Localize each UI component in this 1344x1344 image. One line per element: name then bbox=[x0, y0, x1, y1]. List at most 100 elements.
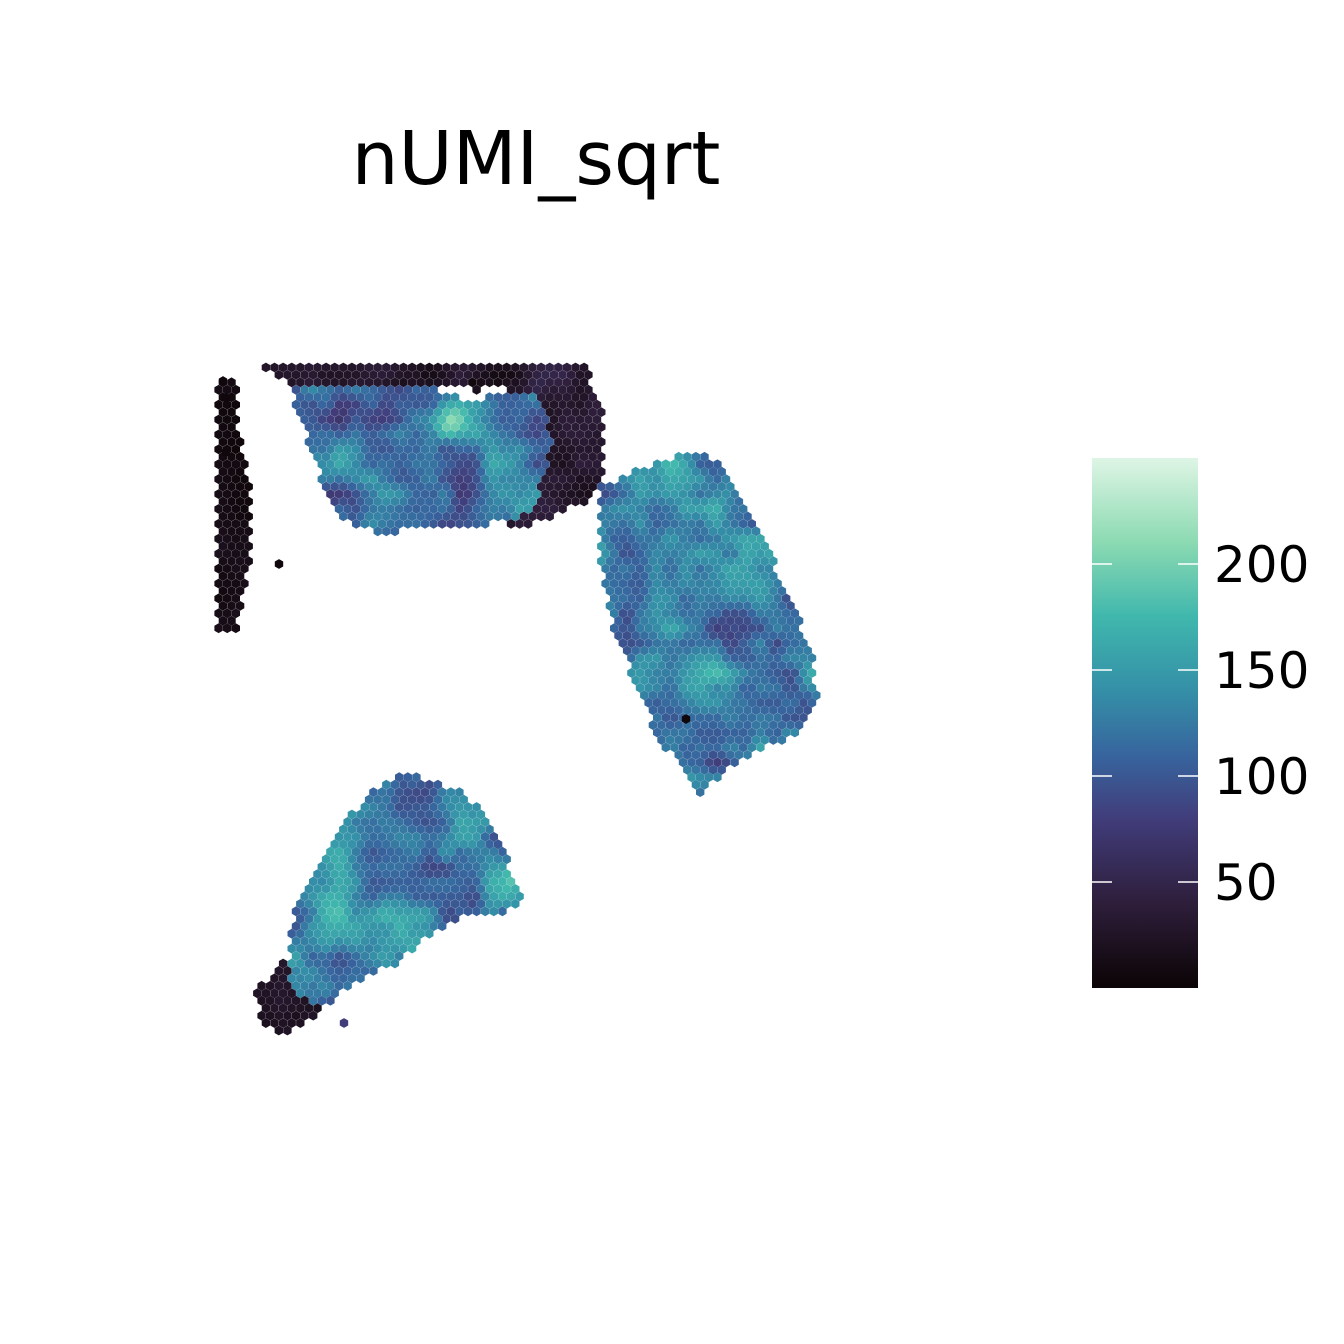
spot-hex bbox=[403, 459, 412, 470]
spot-hex bbox=[678, 608, 688, 619]
spot-hex bbox=[700, 601, 709, 611]
spot-hex bbox=[356, 422, 365, 432]
spot-hex bbox=[481, 846, 490, 857]
spot-hex bbox=[369, 504, 378, 514]
spot-hex bbox=[485, 824, 494, 835]
spot-hex bbox=[756, 593, 765, 604]
spot-hex bbox=[751, 660, 761, 671]
spot-hex bbox=[214, 593, 223, 604]
spot-hex bbox=[769, 735, 778, 745]
spot-hex bbox=[794, 630, 804, 641]
spot-hex bbox=[416, 928, 425, 939]
spot-hex bbox=[734, 601, 744, 611]
spot-hex bbox=[657, 630, 666, 641]
spot-hex bbox=[390, 869, 400, 879]
spot-hex bbox=[356, 392, 365, 403]
spot-hex bbox=[369, 787, 378, 797]
spot-hex bbox=[528, 362, 537, 373]
spot-hex bbox=[382, 958, 391, 969]
spot-hex bbox=[721, 623, 731, 634]
spot-hex bbox=[472, 802, 481, 812]
spot-hex bbox=[730, 742, 739, 753]
spot-hex bbox=[472, 831, 481, 842]
spot-hex bbox=[425, 496, 434, 507]
spot-hex bbox=[218, 407, 228, 417]
spot-hex bbox=[218, 481, 228, 492]
spot-hex bbox=[425, 928, 434, 939]
spot-hex bbox=[554, 466, 563, 477]
spot-hex bbox=[390, 794, 400, 805]
spot-hex bbox=[670, 653, 679, 663]
spot-hex bbox=[390, 437, 400, 447]
spot-hex bbox=[683, 690, 692, 701]
spot-hex bbox=[317, 474, 326, 485]
spot-hex bbox=[536, 451, 546, 462]
spot-hex bbox=[777, 675, 787, 686]
spot-hex bbox=[356, 481, 365, 492]
spot-hex bbox=[661, 504, 670, 514]
spot-hex bbox=[412, 817, 421, 827]
spot-hex bbox=[653, 489, 662, 499]
spot-hex bbox=[515, 504, 524, 514]
spot-hex bbox=[386, 504, 395, 514]
spot-hex bbox=[287, 1018, 296, 1028]
spot-hex bbox=[717, 496, 726, 507]
spot-hex bbox=[214, 578, 223, 589]
spot-hex bbox=[300, 370, 309, 380]
spot-hex bbox=[760, 541, 769, 552]
spot-hex bbox=[347, 511, 357, 522]
spot-hex bbox=[640, 675, 649, 686]
spot-hex bbox=[382, 809, 391, 820]
spot-hex bbox=[597, 466, 606, 477]
spot-hex bbox=[696, 548, 705, 559]
spot-hex bbox=[661, 682, 670, 693]
spot-hex bbox=[584, 444, 593, 455]
spot-hex bbox=[687, 459, 696, 470]
spot-hex bbox=[734, 690, 744, 701]
spot-hex bbox=[356, 899, 365, 909]
spot-hex bbox=[468, 854, 477, 865]
spot-hex bbox=[429, 429, 438, 440]
spot-hex bbox=[506, 519, 516, 529]
spot-hex bbox=[721, 608, 731, 619]
spot-hex bbox=[678, 593, 688, 604]
spot-hex bbox=[446, 787, 455, 797]
spot-hex bbox=[786, 690, 795, 701]
spot-hex bbox=[665, 615, 675, 626]
spot-hex bbox=[807, 682, 817, 693]
spot-hex bbox=[665, 660, 675, 671]
spot-hex bbox=[390, 496, 400, 507]
spot-hex bbox=[407, 437, 417, 447]
spot-hex bbox=[700, 511, 709, 522]
spot-hex bbox=[653, 697, 662, 708]
spot-hex bbox=[627, 474, 636, 485]
spot-hex bbox=[416, 496, 425, 507]
spot-hex bbox=[653, 593, 662, 604]
spot-hex bbox=[360, 474, 369, 485]
spot-hex bbox=[777, 615, 787, 626]
spot-hex bbox=[360, 429, 369, 440]
spot-hex bbox=[726, 496, 735, 507]
spot-hex bbox=[657, 705, 666, 716]
spot-hex bbox=[721, 489, 731, 499]
spot-hex bbox=[536, 377, 546, 388]
spot-hex bbox=[386, 370, 395, 380]
spot-hex bbox=[231, 608, 240, 619]
spot-hex bbox=[678, 519, 688, 529]
spot-hex bbox=[442, 839, 451, 850]
spot-hex bbox=[214, 474, 223, 485]
spot-hex bbox=[674, 511, 683, 522]
spot-hex bbox=[309, 429, 318, 440]
spot-hex bbox=[708, 511, 718, 522]
spot-hex bbox=[438, 429, 447, 440]
spot-hex bbox=[403, 474, 412, 485]
spot-hex bbox=[764, 697, 774, 708]
spot-hex bbox=[627, 504, 636, 514]
spot-hex bbox=[700, 526, 709, 537]
spot-hex bbox=[416, 779, 425, 790]
spot-hex bbox=[450, 884, 460, 894]
spot-hex bbox=[605, 556, 615, 567]
spot-hex bbox=[412, 861, 421, 872]
spot-hex bbox=[515, 444, 524, 455]
spot-hex bbox=[382, 511, 391, 522]
